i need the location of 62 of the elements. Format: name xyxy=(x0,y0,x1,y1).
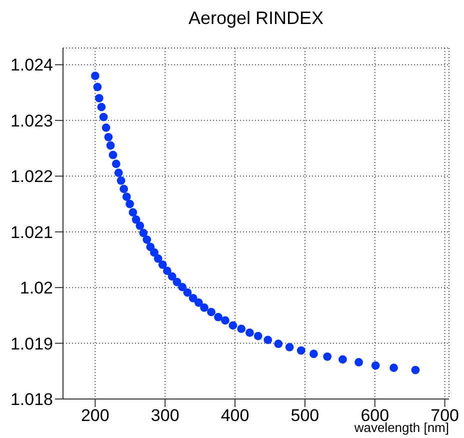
point xyxy=(112,160,120,168)
y-tick-label: 1.024 xyxy=(10,56,53,75)
point xyxy=(132,215,140,224)
point xyxy=(162,266,172,276)
x-tick-label: 200 xyxy=(80,406,110,426)
y-tick-label: 1.023 xyxy=(10,111,53,130)
point xyxy=(264,336,272,344)
point xyxy=(354,358,363,366)
point xyxy=(146,242,155,252)
point xyxy=(94,94,104,102)
point xyxy=(104,132,113,142)
point xyxy=(338,355,347,364)
point xyxy=(99,112,108,122)
point xyxy=(411,366,420,374)
point xyxy=(200,303,208,312)
point xyxy=(93,82,102,92)
point xyxy=(371,361,380,370)
point xyxy=(90,72,100,80)
point xyxy=(126,200,134,208)
point xyxy=(228,321,238,330)
y-tick-label: 1.02 xyxy=(20,278,53,298)
point xyxy=(168,272,176,281)
point xyxy=(246,328,254,337)
point xyxy=(136,222,144,230)
point xyxy=(150,248,158,257)
point xyxy=(172,278,182,286)
point xyxy=(114,168,123,177)
y-tick-label: 1.022 xyxy=(10,167,53,186)
point xyxy=(390,364,398,372)
point xyxy=(207,308,216,316)
point xyxy=(309,350,318,358)
point xyxy=(106,141,115,150)
point xyxy=(323,352,332,361)
chart-title: Aerogel RINDEX xyxy=(187,8,325,29)
x-tick-label: 500 xyxy=(290,406,320,426)
y-tick-label: 1.019 xyxy=(10,334,53,354)
point xyxy=(296,346,306,355)
point xyxy=(154,254,162,263)
x-tick-label: 400 xyxy=(220,406,250,426)
point xyxy=(194,298,203,307)
point xyxy=(274,340,283,348)
point xyxy=(285,342,294,352)
point xyxy=(142,235,152,244)
point xyxy=(108,150,118,160)
point xyxy=(139,228,148,238)
point xyxy=(221,316,230,325)
point xyxy=(120,184,128,194)
point xyxy=(158,260,167,269)
point xyxy=(122,192,131,201)
point xyxy=(214,312,222,322)
point xyxy=(188,294,198,302)
y-tick-label: 1.021 xyxy=(10,222,53,242)
point xyxy=(254,332,262,340)
x-tick-label: 300 xyxy=(150,406,180,426)
point xyxy=(237,324,246,333)
point xyxy=(102,123,110,132)
point xyxy=(183,288,192,297)
y-tick-label: 1.018 xyxy=(10,390,53,410)
point xyxy=(178,282,186,292)
point xyxy=(128,208,138,217)
point xyxy=(116,176,126,185)
point xyxy=(97,102,106,112)
